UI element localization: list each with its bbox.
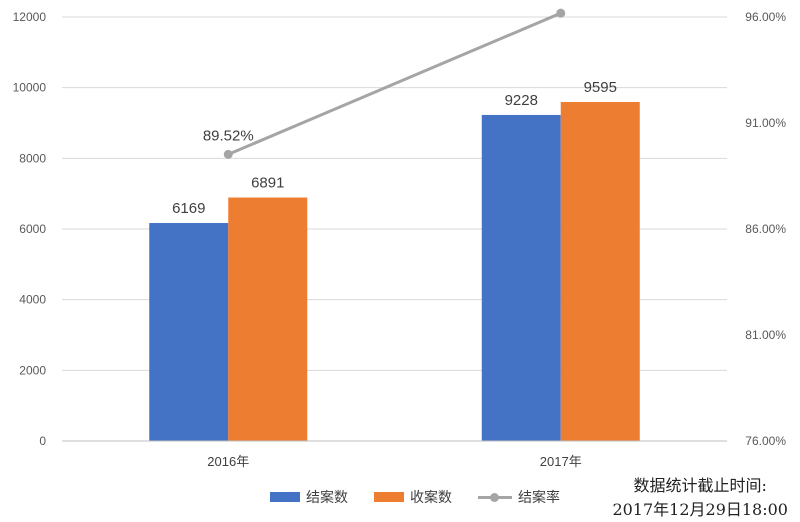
legend-item-rate: 结案率 (478, 487, 560, 507)
bar-data-label: 9595 (584, 79, 617, 96)
legend-swatch-received (374, 492, 404, 502)
bar (481, 114, 561, 441)
y-left-tick-label: 10000 (13, 81, 47, 95)
bar (228, 197, 308, 441)
legend-label-received: 收案数 (410, 489, 452, 505)
rate-point (556, 8, 566, 18)
note-line-2: 2017年12月29日18:00 (612, 500, 788, 519)
rate-point (223, 149, 233, 159)
rate-line (227, 11, 562, 156)
y-left-tick-label: 8000 (19, 151, 46, 165)
y-right-tick-label: 91.00% (745, 116, 786, 130)
bar (560, 101, 640, 441)
legend: 结案数 收案数 结案率 (270, 487, 560, 507)
y-left-tick-label: 0 (39, 434, 46, 448)
bar (149, 223, 229, 441)
data-cutoff-note: 数据统计截止时间: 2017年12月29日18:00 (612, 474, 788, 522)
y-left-tick-label: 12000 (13, 10, 47, 24)
y-right-tick-label: 96.00% (745, 10, 786, 24)
x-category-label: 2016年 (207, 454, 249, 469)
legend-item-closed: 结案数 (270, 487, 348, 507)
y-right-tick-label: 76.00% (745, 434, 786, 448)
note-line-1: 数据统计截止时间: (633, 476, 767, 495)
bar-data-label: 6891 (251, 175, 284, 192)
legend-swatch-closed (270, 492, 300, 502)
y-left-tick-label: 4000 (19, 293, 46, 307)
rate-data-label: 96.18% (535, 0, 586, 3)
legend-item-received: 收案数 (374, 487, 452, 507)
y-left-tick-label: 2000 (19, 363, 46, 377)
y-right-tick-label: 86.00% (745, 222, 786, 236)
y-right-tick-label: 81.00% (745, 328, 786, 342)
rate-data-label: 89.52% (203, 127, 254, 144)
y-left-tick-label: 6000 (19, 222, 46, 236)
legend-label-rate: 结案率 (518, 489, 560, 505)
bar-data-label: 9228 (505, 92, 538, 109)
legend-swatch-rate (478, 491, 512, 503)
x-category-label: 2017年 (540, 454, 582, 469)
combo-chart: 0 2000 4000 6000 8000 10000 12000 76.00% 81.00% 8… (13, 0, 787, 469)
legend-label-closed: 结案数 (306, 489, 348, 505)
bar-data-label: 6169 (172, 200, 205, 217)
